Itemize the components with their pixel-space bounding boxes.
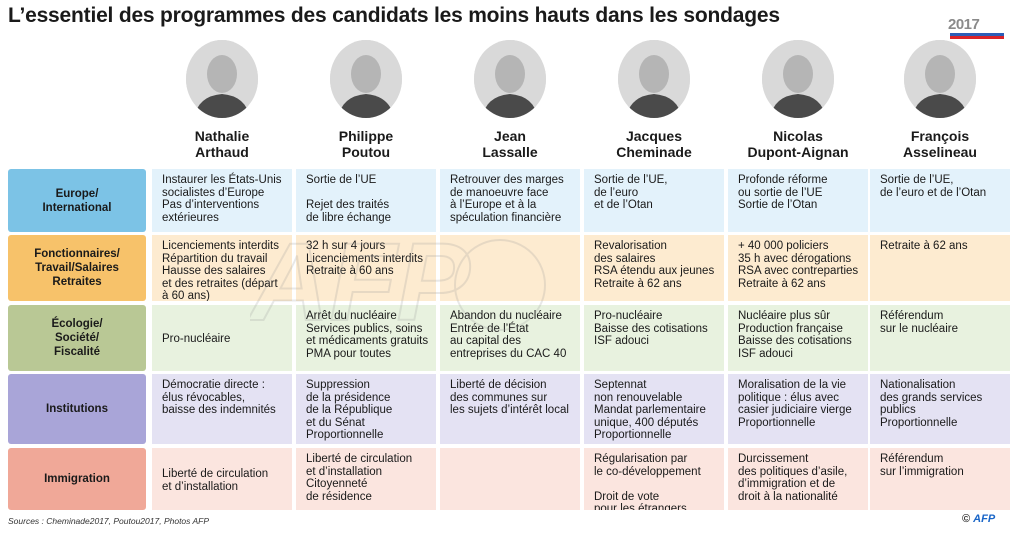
candidate-photo-poutou: [330, 40, 402, 118]
badge-stripe-red: [950, 36, 1004, 39]
candidate-name: Jean Lassalle: [482, 128, 538, 160]
cell-ecologie-cheminade: Pro-nucléaire Baisse des cotisations ISF…: [584, 305, 724, 371]
election-2017-logo: 2017: [948, 16, 1006, 39]
cell-europe-poutou: Sortie de l’UE Rejet des traités de libr…: [296, 169, 436, 232]
sources-note: Sources : Cheminade2017, Poutou2017, Pho…: [8, 516, 209, 526]
cell-travail-asselineau: Retraite à 62 ans: [870, 235, 1010, 301]
cell-institutions-arthaud: Démocratie directe : élus révocables, ba…: [152, 374, 292, 444]
candidate-asselineau: François Asselineau: [870, 40, 1010, 165]
row-label-europe: Europe/ International: [8, 169, 146, 232]
row-label-travail: Fonctionnaires/ Travail/Salaires Retrait…: [8, 235, 146, 301]
cell-europe-lassalle: Retrouver des marges de manoeuvre face à…: [440, 169, 580, 232]
cell-institutions-asselineau: Nationalisation des grands services publ…: [870, 374, 1010, 444]
candidate-name: Nicolas Dupont-Aignan: [747, 128, 849, 160]
cell-ecologie-lassalle: Abandon du nucléaire Entrée de l’État au…: [440, 305, 580, 371]
candidate-photo-arthaud: [186, 40, 258, 118]
badge-stripe-blue: [950, 33, 1004, 36]
cell-immigration-poutou: Liberté de circulation et d’installation…: [296, 448, 436, 510]
cell-ecologie-asselineau: Référendum sur le nucléaire: [870, 305, 1010, 371]
candidate-photo-asselineau: [904, 40, 976, 118]
candidate-cheminade: Jacques Cheminade: [584, 40, 724, 165]
cell-ecologie-dupont-aignan: Nucléaire plus sûr Production française …: [728, 305, 868, 371]
candidate-lassalle: Jean Lassalle: [440, 40, 580, 165]
cell-travail-cheminade: Revalorisation des salaires RSA étendu a…: [584, 235, 724, 301]
cell-institutions-cheminade: Septennat non renouvelable Mandat parlem…: [584, 374, 724, 444]
candidate-photo-dupont-aignan: [762, 40, 834, 118]
afp-logo: AFP: [973, 513, 996, 525]
row-label-immigration: Immigration: [8, 448, 146, 510]
copyright: © AFP: [962, 513, 995, 525]
candidate-name: Philippe Poutou: [338, 128, 394, 160]
candidate-poutou: Philippe Poutou: [296, 40, 436, 165]
page-title: L’essentiel des programmes des candidats…: [8, 4, 780, 27]
candidate-arthaud: Nathalie Arthaud: [152, 40, 292, 165]
cell-europe-cheminade: Sortie de l’UE, de l’euro et de l’Otan: [584, 169, 724, 232]
row-label-institutions: Institutions: [8, 374, 146, 444]
cell-europe-dupont-aignan: Profonde réforme ou sortie de l’UE Sorti…: [728, 169, 868, 232]
cell-immigration-cheminade: Régularisation par le co-développement D…: [584, 448, 724, 510]
cell-immigration-lassalle: [440, 448, 580, 510]
cell-institutions-poutou: Suppression de la présidence de la Répub…: [296, 374, 436, 444]
cell-immigration-dupont-aignan: Durcissement des politiques d’asile, d’i…: [728, 448, 868, 510]
cell-travail-dupont-aignan: + 40 000 policiers 35 h avec dérogations…: [728, 235, 868, 301]
candidate-dupont-aignan: Nicolas Dupont-Aignan: [728, 40, 868, 165]
copyright-symbol: ©: [962, 513, 971, 525]
candidate-name: François Asselineau: [903, 128, 977, 160]
cell-europe-asselineau: Sortie de l’UE, de l’euro et de l’Otan: [870, 169, 1010, 232]
cell-immigration-asselineau: Référendum sur l’immigration: [870, 448, 1010, 510]
candidate-name: Jacques Cheminade: [616, 128, 692, 160]
candidate-photo-cheminade: [618, 40, 690, 118]
candidate-name: Nathalie Arthaud: [194, 128, 250, 160]
cell-europe-arthaud: Instaurer les États-Unis socialistes d’E…: [152, 169, 292, 232]
cell-institutions-lassalle: Liberté de décision des communes sur les…: [440, 374, 580, 444]
cell-ecologie-arthaud: Pro-nucléaire: [152, 305, 292, 371]
cell-institutions-dupont-aignan: Moralisation de la vie politique : élus …: [728, 374, 868, 444]
cell-travail-poutou: 32 h sur 4 jours Licenciements interdits…: [296, 235, 436, 301]
candidate-photo-lassalle: [474, 40, 546, 118]
cell-travail-arthaud: Licenciements interdits Répartition du t…: [152, 235, 292, 301]
cell-immigration-arthaud: Liberté de circulation et d’installation: [152, 448, 292, 510]
badge-year: 2017: [948, 16, 980, 33]
cell-travail-lassalle: [440, 235, 580, 301]
row-label-ecologie: Écologie/ Société/ Fiscalité: [8, 305, 146, 371]
cell-ecologie-poutou: Arrêt du nucléaire Services publics, soi…: [296, 305, 436, 371]
